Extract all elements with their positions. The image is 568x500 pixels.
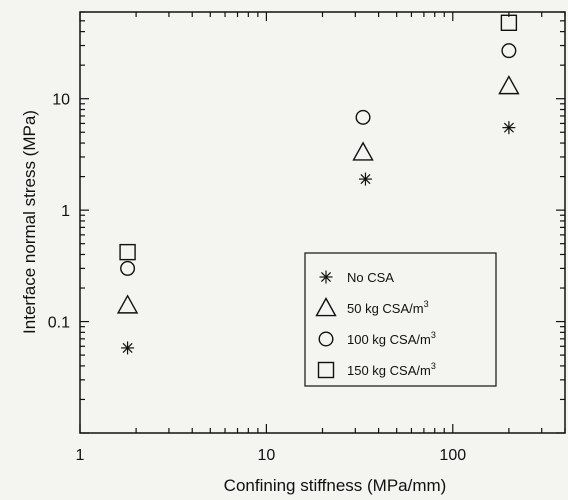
- legend-superscript: 3: [431, 361, 436, 371]
- legend-symbol-square: [317, 361, 335, 379]
- legend-symbol-triangle: [315, 297, 337, 317]
- y-axis-label: Interface normal stress (MPa): [20, 110, 39, 334]
- y-tick-label: 1: [61, 203, 70, 220]
- point-circle: [355, 109, 371, 125]
- legend-symbol-circle: [318, 331, 334, 347]
- point-triangle: [352, 141, 374, 161]
- point-circle: [120, 260, 136, 276]
- legend-superscript: 3: [424, 299, 429, 309]
- point-triangle: [498, 75, 520, 95]
- legend-label: 150 kg CSA/m3: [347, 361, 436, 378]
- legend-box: [304, 252, 497, 387]
- y-tick-label: 10: [52, 92, 70, 109]
- x-tick-labels: 1 10 100: [76, 447, 467, 464]
- x-axis-label: Confining stiffness (MPa/mm): [224, 476, 447, 495]
- legend-label: No CSA: [347, 270, 394, 285]
- legend-label-text: 50 kg CSA/m: [347, 301, 424, 316]
- legend-symbol-asterisk: [319, 270, 333, 284]
- legend-label-text: No CSA: [347, 270, 394, 285]
- point-asterisk: [502, 121, 516, 135]
- legend-label: 50 kg CSA/m3: [347, 299, 429, 316]
- x-tick-label: 100: [439, 447, 466, 464]
- legend-label-text: 100 kg CSA/m: [347, 332, 431, 347]
- y-tick-label: 0.1: [48, 315, 70, 332]
- legend-superscript: 3: [431, 330, 436, 340]
- data-points: [116, 14, 520, 355]
- point-asterisk: [121, 341, 135, 355]
- legend-label-text: 150 kg CSA/m: [347, 363, 431, 378]
- point-square: [119, 243, 136, 261]
- point-square: [500, 14, 518, 31]
- point-circle: [501, 43, 517, 59]
- legend-label: 100 kg CSA/m3: [347, 330, 436, 347]
- x-tick-label: 10: [257, 447, 275, 464]
- y-tick-labels: 0.1 1 10: [48, 92, 70, 332]
- axis-ticks: [79, 11, 566, 434]
- point-asterisk: [358, 172, 372, 186]
- x-tick-label: 1: [76, 447, 85, 464]
- point-triangle: [116, 294, 139, 314]
